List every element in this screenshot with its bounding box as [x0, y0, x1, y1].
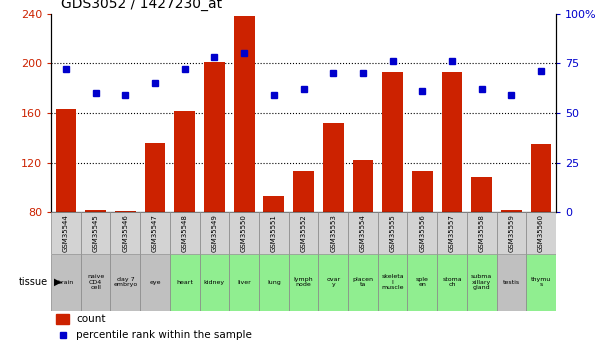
Bar	[288, 254, 319, 310]
Bar	[378, 254, 407, 310]
Text: GSM35560: GSM35560	[538, 214, 544, 252]
Bar	[323, 123, 344, 311]
Text: GSM35553: GSM35553	[330, 214, 336, 252]
Text: GSM35559: GSM35559	[508, 214, 514, 252]
Bar	[259, 212, 288, 254]
Text: GSM35550: GSM35550	[241, 214, 247, 252]
Text: eye: eye	[149, 279, 161, 285]
Bar	[293, 171, 314, 311]
Text: GSM35548: GSM35548	[182, 214, 188, 252]
Text: testis: testis	[503, 279, 520, 285]
Text: day 7
embryо: day 7 embryо	[113, 277, 138, 287]
Bar	[56, 314, 69, 324]
Text: GSM35558: GSM35558	[478, 214, 484, 252]
Bar	[145, 143, 165, 311]
Bar	[111, 254, 140, 310]
Text: GDS3052 / 1427230_at: GDS3052 / 1427230_at	[61, 0, 222, 11]
Bar	[496, 212, 526, 254]
Text: GSM35551: GSM35551	[271, 214, 277, 252]
Bar	[437, 212, 467, 254]
Text: placen
ta: placen ta	[352, 277, 373, 287]
Bar	[412, 171, 433, 311]
Bar	[170, 254, 200, 310]
Bar	[111, 212, 140, 254]
Text: lymph
node: lymph node	[294, 277, 313, 287]
Bar	[382, 72, 403, 311]
Bar	[174, 110, 195, 311]
Text: GSM35555: GSM35555	[389, 214, 395, 252]
Bar	[234, 16, 254, 311]
Bar	[140, 254, 170, 310]
Text: count: count	[76, 314, 106, 324]
Bar	[378, 212, 407, 254]
Text: GSM35557: GSM35557	[449, 214, 455, 252]
Bar	[51, 212, 81, 254]
Text: ovar
y: ovar y	[326, 277, 340, 287]
Text: brain: brain	[58, 279, 74, 285]
Text: heart: heart	[176, 279, 193, 285]
Bar	[407, 212, 437, 254]
Bar	[467, 212, 496, 254]
Text: GSM35554: GSM35554	[360, 214, 366, 252]
Bar	[407, 254, 437, 310]
Bar	[81, 212, 111, 254]
Text: liver: liver	[237, 279, 251, 285]
Bar	[200, 212, 229, 254]
Text: percentile rank within the sample: percentile rank within the sample	[76, 331, 252, 340]
Text: stoma
ch: stoma ch	[442, 277, 462, 287]
Bar	[501, 210, 522, 311]
Bar	[531, 144, 552, 311]
Bar	[442, 72, 462, 311]
Bar	[229, 212, 259, 254]
Text: GSM35556: GSM35556	[419, 214, 426, 252]
Bar	[348, 254, 378, 310]
Bar	[204, 62, 225, 311]
Bar	[259, 254, 288, 310]
Text: GSM35545: GSM35545	[93, 214, 99, 252]
Text: lung: lung	[267, 279, 281, 285]
Text: GSM35547: GSM35547	[152, 214, 158, 252]
Bar	[319, 212, 348, 254]
Bar	[526, 212, 556, 254]
Bar	[170, 212, 200, 254]
Bar	[353, 160, 373, 311]
Bar	[496, 254, 526, 310]
Bar	[200, 254, 229, 310]
Bar	[140, 212, 170, 254]
Text: ▶: ▶	[54, 277, 61, 287]
Text: GSM35552: GSM35552	[300, 214, 307, 252]
Bar	[115, 211, 136, 311]
Bar	[51, 254, 81, 310]
Bar	[81, 254, 111, 310]
Bar	[471, 177, 492, 311]
Bar	[348, 212, 378, 254]
Bar	[263, 196, 284, 311]
Bar	[526, 254, 556, 310]
Bar	[467, 254, 496, 310]
Text: tissue: tissue	[19, 277, 48, 287]
Text: GSM35546: GSM35546	[123, 214, 129, 252]
Text: naive
CD4
cell: naive CD4 cell	[87, 274, 104, 290]
Bar	[437, 254, 467, 310]
Bar	[55, 109, 76, 311]
Bar	[319, 254, 348, 310]
Text: skeleta
l
muscle: skeleta l muscle	[381, 274, 404, 290]
Bar	[288, 212, 319, 254]
Text: subma
xillary
gland: subma xillary gland	[471, 274, 492, 290]
Text: sple
en: sple en	[416, 277, 429, 287]
Text: thymu
s: thymu s	[531, 277, 551, 287]
Bar	[85, 210, 106, 311]
Text: kidney: kidney	[204, 279, 225, 285]
Text: GSM35549: GSM35549	[212, 214, 218, 252]
Text: GSM35544: GSM35544	[63, 214, 69, 252]
Bar	[229, 254, 259, 310]
